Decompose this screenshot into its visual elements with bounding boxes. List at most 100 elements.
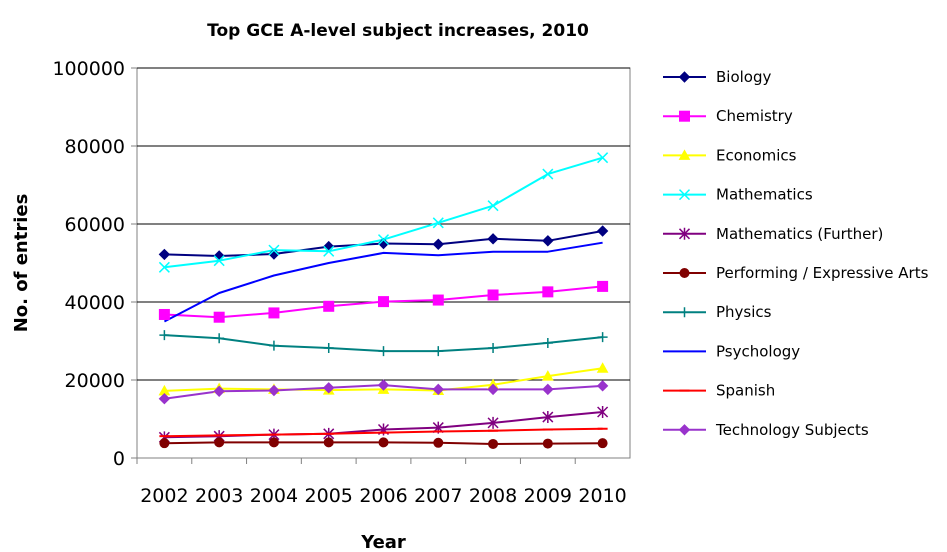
data-point-physics [268, 340, 279, 351]
data-point-mathematics [597, 152, 609, 164]
data-point-performing-expressive-arts [214, 437, 225, 448]
data-point-mathematics-further [542, 411, 554, 424]
data-point-mathematics [487, 200, 499, 212]
data-point-performing-expressive-arts [159, 438, 170, 449]
data-point-physics [433, 346, 444, 357]
legend-marker [679, 268, 690, 278]
data-point-biology [432, 238, 444, 250]
x-tick-label: 2008 [469, 485, 517, 507]
legend-item-physics: Physics [663, 303, 772, 321]
data-point-performing-expressive-arts [488, 438, 499, 449]
data-point-physics [488, 343, 499, 354]
data-point-technology-subjects [268, 384, 280, 397]
legend-marker [678, 424, 691, 436]
y-tick-label: 80000 [65, 136, 125, 158]
data-point-economics [596, 362, 609, 373]
data-point-chemistry [432, 294, 444, 306]
data-point-technology-subjects [377, 379, 390, 391]
legend-marker [678, 189, 691, 201]
data-point-physics [214, 333, 225, 344]
legend-label: Biology [716, 68, 772, 86]
data-point-biology [596, 225, 609, 237]
data-point-mathematics [432, 217, 444, 229]
data-point-chemistry [213, 311, 225, 323]
data-point-mathematics [323, 245, 335, 257]
x-tick-label: 2005 [305, 485, 353, 507]
data-point-biology [542, 235, 554, 247]
data-point-performing-expressive-arts [542, 438, 553, 449]
legend-label: Mathematics (Further) [716, 225, 883, 243]
legend-label: Chemistry [716, 107, 793, 125]
x-axis-label: Year [360, 532, 406, 552]
legend-marker [678, 227, 691, 240]
legend: Biology Chemistry Economics Mathematics Math… [663, 68, 929, 439]
y-tick-label: 100000 [52, 58, 125, 80]
data-point-performing-expressive-arts [323, 437, 334, 448]
legend-label: Economics [716, 146, 797, 164]
data-point-economics [541, 370, 554, 381]
x-tick-label: 2009 [524, 485, 572, 507]
data-point-mathematics [268, 244, 280, 256]
data-point-technology-subjects [323, 382, 335, 394]
data-point-mathematics-further [597, 405, 609, 418]
legend-marker [678, 149, 691, 160]
data-point-technology-subjects [487, 383, 499, 396]
data-point-physics [159, 330, 170, 341]
x-tick-label: 2003 [195, 485, 243, 507]
legend-label: Performing / Expressive Arts [716, 264, 929, 282]
data-point-chemistry [597, 280, 609, 292]
legend-item-biology: Biology [663, 68, 772, 86]
data-point-chemistry [158, 308, 170, 320]
legend-label: Physics [716, 303, 772, 321]
plot-area [136, 67, 631, 459]
data-point-mathematics [213, 255, 225, 267]
x-tick-label: 2007 [414, 485, 462, 507]
y-axis-label: No. of entries [11, 194, 32, 333]
legend-item-spanish: Spanish [663, 382, 775, 400]
x-axis-ticks: 2002 2003 2004 2005 2006 2007 2008 2009 2010 [136, 458, 627, 507]
data-point-physics [323, 343, 334, 354]
legend-label: Mathematics [716, 186, 813, 204]
legend-label: Spanish [716, 382, 775, 400]
data-point-chemistry [268, 307, 280, 319]
data-point-mathematics [377, 234, 390, 246]
x-tick-label: 2004 [250, 485, 298, 507]
data-point-chemistry [323, 300, 335, 312]
x-tick-label: 2002 [140, 485, 188, 507]
y-axis-ticks: 0 20000 40000 60000 80000 100000 [52, 58, 137, 470]
legend-item-mathematics: Mathematics [663, 186, 813, 204]
data-point-mathematics [158, 261, 170, 273]
chart-title: Top GCE A-level subject increases, 2010 [207, 21, 589, 41]
legend-label: Technology Subjects [715, 421, 869, 439]
data-point-physics [542, 337, 553, 348]
data-point-technology-subjects [158, 393, 171, 405]
data-point-performing-expressive-arts [597, 438, 608, 449]
legend-item-mathematics-further: Mathematics (Further) [663, 225, 883, 243]
legend-item-performing-expressive-arts: Performing / Expressive Arts [663, 264, 929, 282]
data-point-mathematics-further [487, 416, 499, 429]
x-tick-label: 2010 [578, 485, 626, 507]
data-point-performing-expressive-arts [378, 437, 389, 448]
legend-marker [679, 110, 690, 122]
legend-item-chemistry: Chemistry [663, 107, 793, 125]
data-point-mathematics [542, 168, 554, 180]
legend-item-economics: Economics [663, 146, 797, 164]
y-tick-label: 40000 [65, 292, 125, 314]
y-tick-label: 20000 [65, 370, 125, 392]
legend-marker [679, 307, 690, 318]
data-point-chemistry [378, 296, 389, 308]
data-point-physics [597, 332, 608, 343]
y-tick-label: 60000 [65, 214, 125, 236]
data-point-technology-subjects [542, 383, 554, 396]
series-line-psychology [163, 241, 603, 323]
data-point-biology [268, 248, 280, 260]
data-point-biology [487, 233, 499, 245]
legend-item-psychology: Psychology [663, 342, 800, 360]
data-point-biology [158, 248, 171, 261]
data-point-technology-subjects [596, 380, 609, 392]
data-point-technology-subjects [213, 385, 225, 398]
data-point-biology [377, 237, 390, 250]
x-tick-label: 2006 [359, 485, 407, 507]
data-point-performing-expressive-arts [433, 437, 444, 448]
